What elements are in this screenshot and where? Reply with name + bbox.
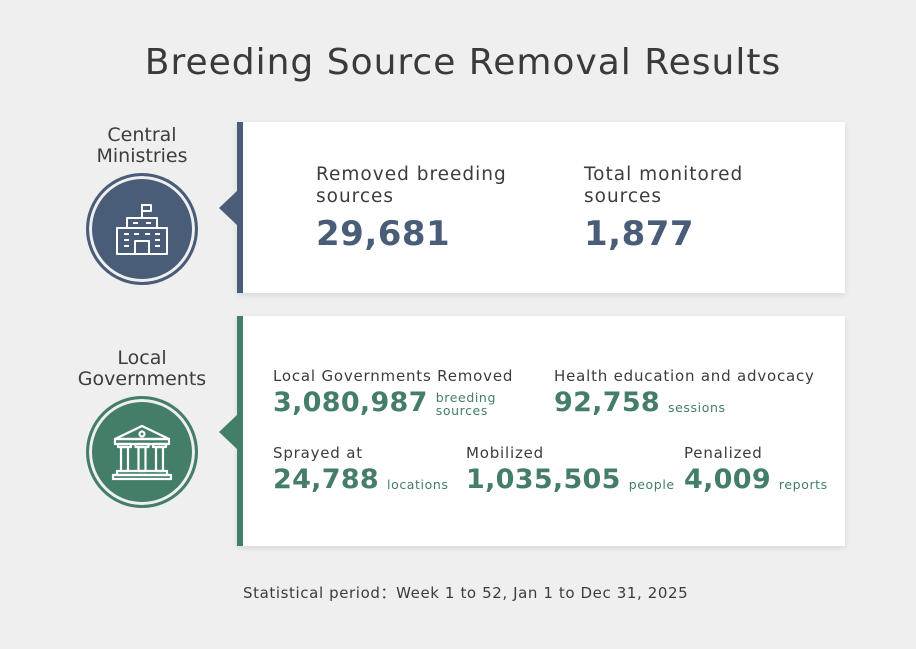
card-pointer <box>219 415 237 449</box>
stat-label: Removed breeding sources <box>316 164 507 207</box>
stat-unit: people <box>628 477 675 492</box>
local-governments-card: Local Governments Removed 3,080,987 bree… <box>219 316 845 546</box>
stat-label: Local Governments Removed <box>273 367 514 385</box>
stat-label: Mobilized <box>466 444 544 462</box>
stat-value: 1,877 <box>584 214 695 254</box>
central-ministries-entity: Central Ministries <box>62 125 222 285</box>
stat-unit: breeding sources <box>435 390 496 418</box>
page-title: Breeding Source Removal Results <box>144 42 782 83</box>
stat-value: 3,080,987 <box>273 387 428 418</box>
stat-label: Sprayed at <box>273 444 363 462</box>
government-building-icon <box>86 173 198 285</box>
central-ministries-card: Removed breeding sources 29,681 Total mo… <box>219 122 845 293</box>
stat-value: 29,681 <box>316 214 451 254</box>
stat-label: Total monitored sources <box>584 164 744 207</box>
courthouse-pillars-icon <box>86 396 198 508</box>
stat-label: Penalized <box>684 444 763 462</box>
stat-value: 1,035,505 <box>466 464 621 495</box>
stat-value: 24,788 <box>273 464 379 495</box>
local-governments-label: Local Governments <box>77 347 207 390</box>
stat-unit: sessions <box>668 400 726 415</box>
card-pointer <box>219 191 237 225</box>
sprayed-stat: Sprayed at 24,788 locations <box>273 444 449 495</box>
local-governments-entity: Local Governments <box>62 348 222 508</box>
local-removed-stat: Local Governments Removed 3,080,987 bree… <box>273 367 513 418</box>
stat-unit: locations <box>387 477 449 492</box>
penalized-stat: Penalized 4,009 reports <box>684 444 828 495</box>
central-ministries-label: Central Ministries <box>96 124 188 167</box>
mobilized-stat: Mobilized 1,035,505 people <box>466 444 675 495</box>
statistical-period-note: Statistical period：Week 1 to 52, Jan 1 t… <box>243 584 689 602</box>
stat-label: Health education and advocacy <box>554 367 815 385</box>
stat-unit: reports <box>778 477 828 492</box>
health-education-stat: Health education and advocacy 92,758 ses… <box>554 367 815 418</box>
stat-value: 4,009 <box>684 464 771 495</box>
stat-value: 92,758 <box>554 387 660 418</box>
removed-breeding-sources-stat: Removed breeding sources 29,681 <box>316 164 536 254</box>
total-monitored-sources-stat: Total monitored sources 1,877 <box>584 164 804 254</box>
